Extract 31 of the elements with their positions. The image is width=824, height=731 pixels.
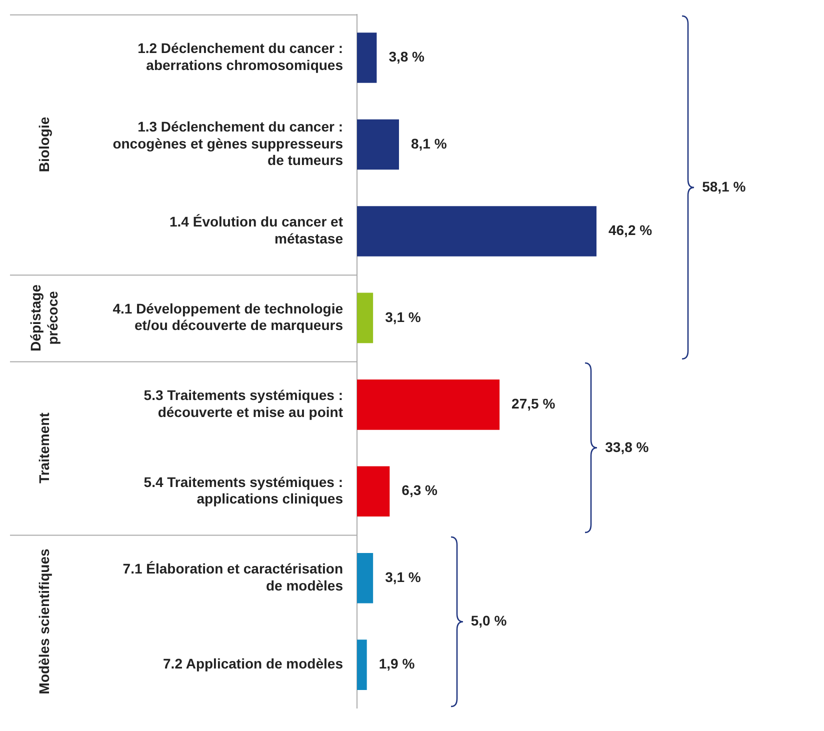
y-tick-label: 7.1 Élaboration et caractérisation de modèles	[122, 560, 344, 594]
data-label: 1,9 %	[378, 656, 416, 672]
bar	[357, 206, 596, 256]
text: 58,1 %	[702, 178, 746, 195]
bar	[357, 466, 390, 517]
data-label: 27,5 %	[512, 396, 556, 412]
data-label: 3,8 %	[388, 48, 426, 65]
bar	[357, 640, 367, 690]
y-tick-label: 5.3 Traitements systémiques : découverte et mise au point	[144, 387, 344, 420]
bar	[357, 380, 500, 430]
bar	[357, 552, 374, 604]
data-label: 46,2 %	[608, 222, 653, 238]
text: Biologie	[36, 116, 52, 172]
data-label: 3,1 %	[385, 308, 422, 325]
y-tick-label: 1.2 Déclenchement du cancer : aberrations chromosomiques	[138, 40, 344, 74]
text: Dépistage précoce	[27, 284, 60, 352]
bar	[357, 119, 399, 170]
bar	[357, 32, 377, 83]
bar	[357, 292, 374, 344]
data-label: 6,3 %	[402, 482, 438, 498]
y-tick-label: 7.2 Application de modèles	[163, 656, 344, 672]
text: Traitement	[36, 412, 52, 484]
y-tick-label: 5.4 Traitements systémiques : applications cliniques	[144, 474, 344, 507]
data-label: 3,1 %	[385, 568, 422, 585]
annotation: 5,0 %	[470, 612, 508, 628]
y-tick-label: 1.4 Évolution du cancer et métastase	[170, 214, 344, 246]
data-label: 8,1 %	[410, 135, 448, 152]
y-tick-label: 4.1 Développement de technologie et/ou découverte de marqueurs	[112, 300, 344, 334]
text: 33,8 %	[605, 438, 650, 455]
y-tick-label: 1.3 Déclenchement du cancer : oncogènes et gènes suppresseurs de tumeurs	[112, 118, 344, 168]
text: Modèles scientifiques	[36, 548, 52, 694]
